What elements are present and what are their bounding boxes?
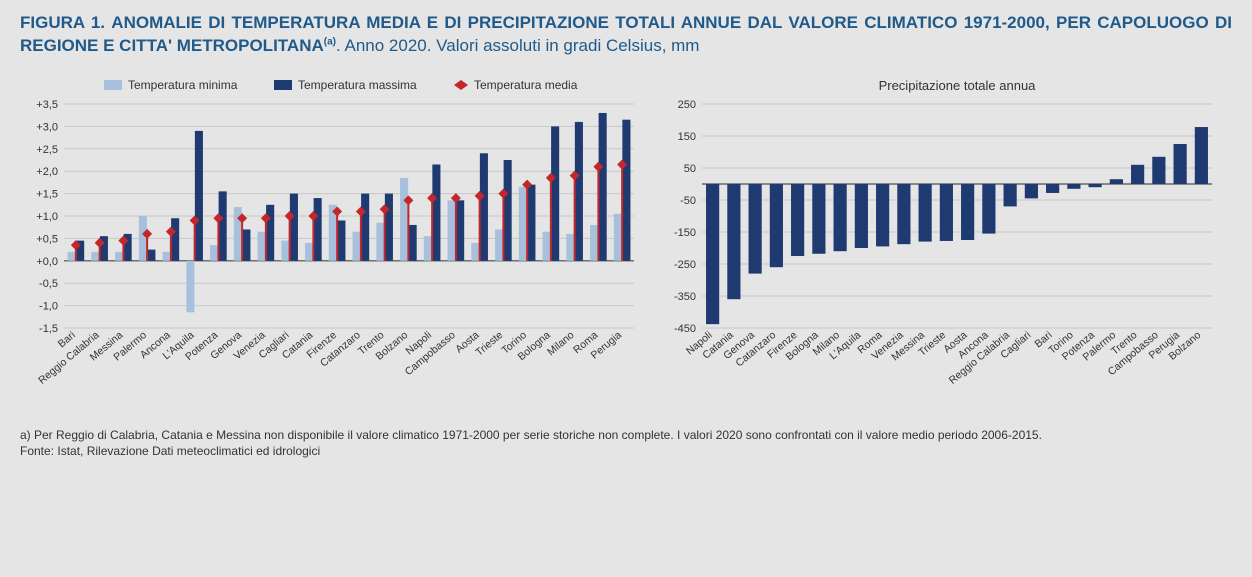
svg-text:250: 250 (678, 99, 696, 111)
svg-text:Milano: Milano (545, 329, 577, 358)
left-chart-panel: -1,5 -1,0 -0,5 +0,0 +0,5 +1,0 +1,5 +2,0 +2,5 +3,0… (20, 76, 640, 421)
footnotes: a) Per Reggio di Calabria, Catania e Mes… (20, 427, 1232, 459)
figure-title-sup: (a) (324, 36, 336, 47)
svg-text:+0,5: +0,5 (36, 233, 58, 245)
svg-text:+1,5: +1,5 (36, 188, 58, 200)
svg-text:Temperatura minima: Temperatura minima (128, 78, 238, 92)
precipitation-chart: Precipitazione totale annua -450 -350 -250 -… (658, 76, 1218, 416)
svg-text:-250: -250 (674, 259, 696, 271)
svg-text:+3,5: +3,5 (36, 99, 58, 111)
figure-title-rest: . Anno 2020. Valori assoluti in gradi Ce… (336, 36, 699, 55)
svg-text:150: 150 (678, 131, 696, 143)
source-line: Fonte: Istat, Rilevazione Dati meteoclim… (20, 443, 1232, 459)
svg-text:+1,0: +1,0 (36, 211, 58, 223)
figure-container: { "title_lead": "FIGURA 1.", "title_caps… (0, 0, 1252, 577)
svg-text:-150: -150 (674, 227, 696, 239)
footnote-a: a) Per Reggio di Calabria, Catania e Mes… (20, 427, 1232, 443)
svg-text:Precipitazione totale annua: Precipitazione totale annua (879, 78, 1037, 93)
svg-text:-450: -450 (674, 323, 696, 335)
svg-text:Trieste: Trieste (473, 329, 505, 359)
svg-text:+3,0: +3,0 (36, 121, 58, 133)
charts-row: -1,5 -1,0 -0,5 +0,0 +0,5 +1,0 +1,5 +2,0 +2,5 +3,0… (20, 76, 1232, 421)
svg-text:Temperatura massima: Temperatura massima (298, 78, 417, 92)
temperature-chart: -1,5 -1,0 -0,5 +0,0 +0,5 +1,0 +1,5 +2,0 +2,5 +3,0… (20, 76, 640, 416)
svg-text:-350: -350 (674, 291, 696, 303)
right-chart-panel: Precipitazione totale annua -450 -350 -250 -… (658, 76, 1218, 421)
svg-text:Temperatura media: Temperatura media (474, 78, 578, 92)
svg-text:+2,0: +2,0 (36, 166, 58, 178)
svg-text:-1,0: -1,0 (39, 300, 58, 312)
svg-text:+2,5: +2,5 (36, 144, 58, 156)
svg-text:+0,0: +0,0 (36, 256, 58, 268)
figure-number: FIGURA 1. (20, 13, 105, 32)
svg-text:-1,5: -1,5 (39, 323, 58, 335)
svg-text:-0,5: -0,5 (39, 278, 58, 290)
svg-text:50: 50 (684, 163, 696, 175)
figure-title: FIGURA 1. ANOMALIE DI TEMPERATURA MEDIA … (20, 12, 1232, 58)
svg-text:-50: -50 (680, 195, 696, 207)
